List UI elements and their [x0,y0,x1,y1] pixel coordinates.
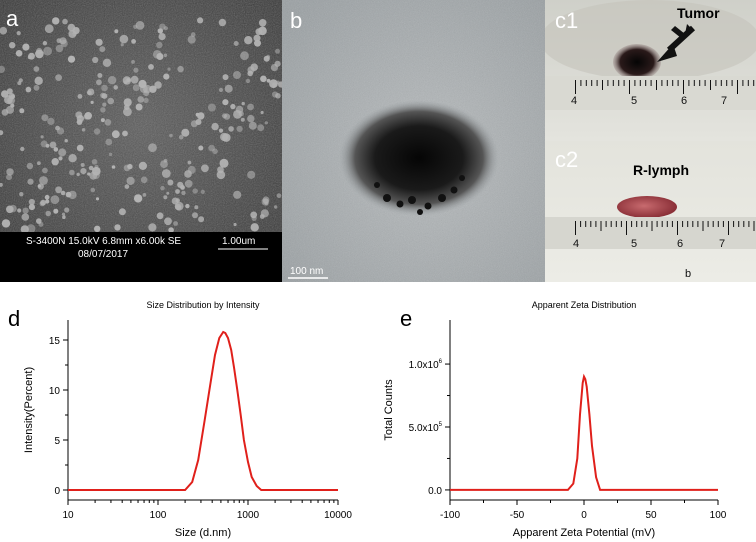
y-axis-label: Intensity(Percent) [23,367,35,453]
x-axis-label: Apparent Zeta Potential (mV) [513,527,655,539]
ruler-c1-tick-5: 5 [631,95,637,107]
y-tick-label: 1.0x106 [409,359,443,371]
panel-d-label: d [8,306,21,331]
y-tick-label: 0 [54,486,60,497]
panel-c1-label: c1 [555,8,579,33]
sem-caption-line1: S-3400N 15.0kV 6.8mm x6.00k SE [26,236,181,247]
x-tick-label: 100 [150,510,167,521]
panel-b-label: b [290,8,303,33]
y-tick-label: 5.0x105 [409,422,443,434]
tem-scale-label: 100 nm [290,266,323,277]
y-tick-label: 0.0 [428,486,442,497]
ruler-c2: 4 5 6 7 [545,217,756,250]
ruler-c1-tick-6: 6 [681,95,687,107]
ruler-c2-tick-4: 4 [573,238,579,250]
panel-a-sem-image: S-3400N 15.0kV 6.8mm x6.00k SE 08/07/201… [0,0,282,282]
ruler-c2-tick-5: 5 [631,238,637,250]
x-tick-label: 10000 [324,510,352,521]
y-tick-label: 5 [54,436,60,447]
ruler-c2-tick-6: 6 [677,238,683,250]
y-axis-label: Total Counts [383,379,395,441]
series-line [68,330,338,491]
sem-micrograph: S-3400N 15.0kV 6.8mm x6.00k SE 08/07/201… [0,0,282,282]
ruler-c1-tick-7: 7 [721,95,727,107]
ruler-c1: 4 5 6 7 [545,76,756,110]
x-tick-label: 50 [645,510,657,521]
x-tick-label: 1000 [237,510,260,521]
series-line [450,373,718,491]
chart-title: Apparent Zeta Distribution [532,300,637,310]
ruler-c1-tick-4: 4 [571,95,577,107]
panel-a-label: a [6,6,19,31]
c2-corner-mark: b [685,268,691,280]
x-tick-label: 10 [62,510,74,521]
panel-e-label: e [400,306,413,331]
zeta-distribution-chart: Apparent Zeta Distribution -100 -50 0 50 100 0… [383,300,727,539]
tumor-mass [613,44,661,80]
lymph-photo: R-lymph 4 5 6 7 b [545,141,756,282]
y-tick-label: 15 [49,336,61,347]
chart-title: Size Distribution by Intensity [146,300,260,310]
x-tick-label: -100 [440,510,460,521]
panel-c2-lymph-photo: R-lymph 4 5 6 7 b c2 [545,141,756,282]
panel-c1-tumor-photo: Tumor 4 5 6 7 c1 [545,0,756,141]
tumor-photo: Tumor 4 5 6 7 [545,0,756,141]
lymph-annotation: R-lymph [633,162,689,178]
panel-c2-label: c2 [555,147,579,172]
panel-b-tem-image: 100 nm b [282,0,545,282]
tumor-annotation: Tumor [677,5,720,21]
y-tick-label: 10 [49,386,61,397]
x-tick-label: -50 [510,510,525,521]
x-axis-label: Size (d.nm) [175,527,231,539]
x-tick-label: 100 [710,510,727,521]
lymph-node [617,196,677,218]
tem-micrograph: 100 nm [282,0,545,282]
sem-caption-line2: 08/07/2017 [78,249,128,260]
sem-scale-label: 1.00um [222,236,255,247]
x-tick-label: 0 [581,510,587,521]
ruler-c2-tick-7: 7 [719,238,725,250]
